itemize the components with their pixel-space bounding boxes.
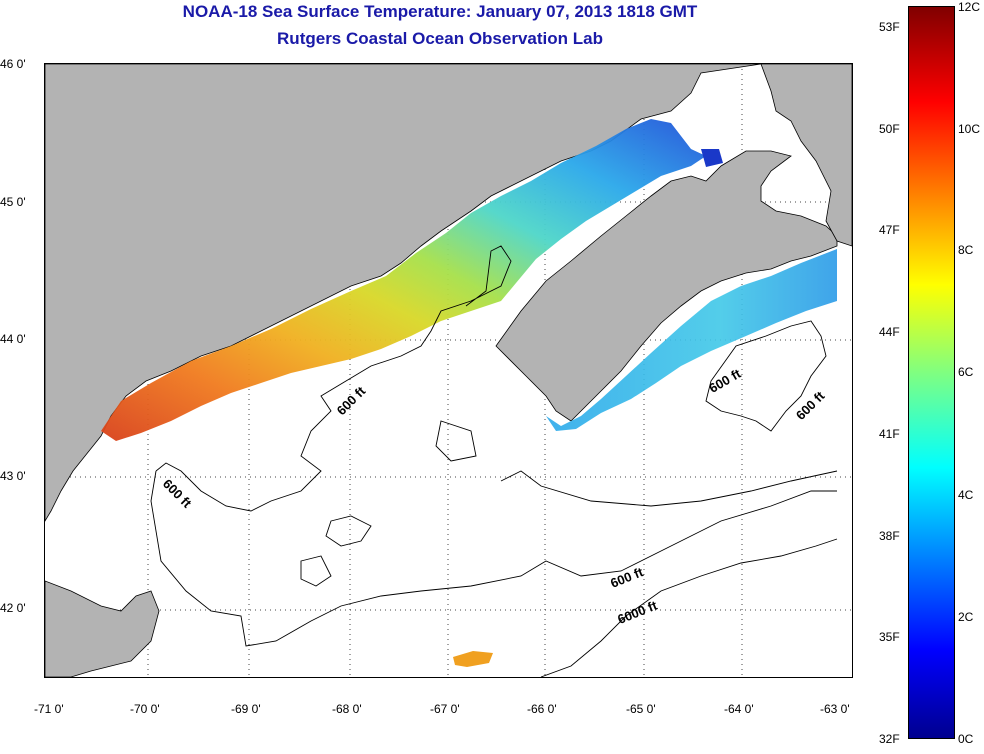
lon-label-67: -67 0': [430, 702, 460, 716]
contour-label-600-a: 600 ft: [334, 383, 369, 418]
colorbar-c-0: 0C: [958, 732, 974, 746]
lon-label-64: -64 0': [724, 702, 754, 716]
sst-fundy-patch: [701, 149, 723, 167]
lon-label-71: -71 0': [34, 702, 64, 716]
map-subtitle: Rutgers Coastal Ocean Observation Lab: [277, 29, 603, 48]
colorbar-f-50: 50F: [879, 122, 900, 136]
sst-warm-patch-south: [453, 651, 493, 667]
temperature-colorbar: [908, 6, 955, 739]
lon-label-68: -68 0': [332, 702, 362, 716]
contour-label-600-b: 600 ft: [160, 476, 195, 511]
colorbar-f-35: 35F: [879, 630, 900, 644]
colorbar-f-41: 41F: [879, 427, 900, 441]
lon-label-69: -69 0': [231, 702, 261, 716]
land-nova-scotia: [495, 150, 838, 422]
colorbar-c-8: 8C: [958, 243, 974, 257]
colorbar-c-4: 4C: [958, 488, 974, 502]
lat-label-44: 44 0': [0, 332, 26, 346]
contour-label-600-d: 600 ft: [793, 388, 828, 423]
lat-label-46: 46 0': [0, 57, 26, 71]
isobath-6000ft: [540, 538, 838, 677]
sst-map: 600 ft 600 ft 600 ft 600 ft 600 ft 6000 …: [44, 63, 853, 678]
sst-nova-scotia-shelf: [546, 249, 837, 431]
lon-label-63: -63 0': [820, 702, 850, 716]
lon-label-66: -66 0': [527, 702, 557, 716]
lon-label-70: -70 0': [130, 702, 160, 716]
colorbar-c-2: 2C: [958, 610, 974, 624]
colorbar-c-12: 12C: [958, 0, 981, 14]
isobath-600ft: [150, 245, 838, 647]
lat-label-45: 45 0': [0, 195, 26, 209]
colorbar-f-47: 47F: [879, 223, 900, 237]
graticule: [45, 64, 852, 677]
land-cape-cod: [45, 580, 160, 677]
contour-label-6000: 6000 ft: [615, 597, 659, 627]
colorbar-f-32: 32F: [879, 732, 900, 746]
map-title: NOAA-18 Sea Surface Temperature: January…: [182, 2, 698, 21]
map-canvas: 600 ft 600 ft 600 ft 600 ft 600 ft 6000 …: [45, 64, 852, 677]
sst-band-gulf-of-maine: [101, 119, 706, 441]
colorbar-gradient: [909, 7, 954, 738]
colorbar-c-6: 6C: [958, 365, 974, 379]
land-northeast: [760, 64, 852, 247]
colorbar-c-10: 10C: [958, 122, 981, 136]
lat-label-42: 42 0': [0, 601, 26, 615]
colorbar-f-53: 53F: [879, 20, 900, 34]
colorbar-f-38: 38F: [879, 529, 900, 543]
lon-label-65: -65 0': [626, 702, 656, 716]
lat-label-43: 43 0': [0, 469, 26, 483]
contour-label-600-c: 600 ft: [706, 365, 743, 395]
colorbar-f-44: 44F: [879, 325, 900, 339]
